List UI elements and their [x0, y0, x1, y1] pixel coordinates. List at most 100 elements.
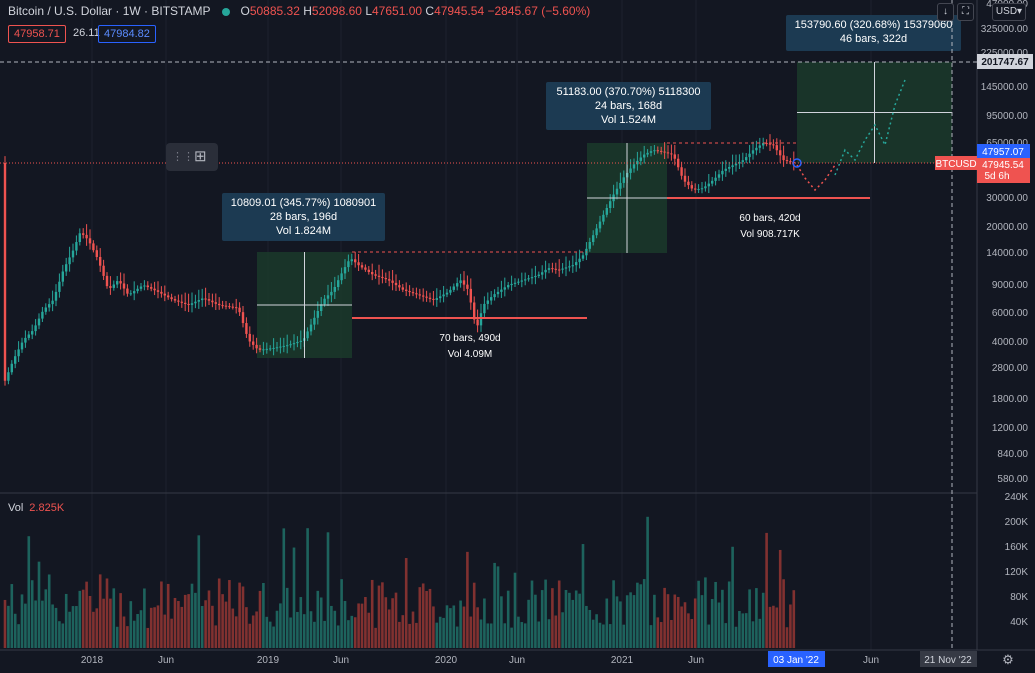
crosshair-price-label: 47957.07 [982, 147, 1024, 158]
volume-bar [333, 610, 337, 648]
scroll-down-button[interactable]: ↓ [937, 3, 954, 21]
volume-bar [568, 592, 571, 648]
volume-bar [364, 597, 367, 648]
price-tick: 30000.00 [986, 193, 1028, 204]
candle [765, 143, 768, 145]
volume-bar [360, 603, 364, 648]
time-tick: 2021 [611, 655, 634, 666]
drawing-toolbar[interactable]: ⋮⋮ ⊞ [166, 143, 218, 171]
candle [707, 183, 710, 187]
candle [422, 295, 425, 297]
measure-label-box [546, 82, 711, 130]
candle [235, 307, 238, 309]
volume-bar [591, 619, 595, 648]
volume-bar [659, 622, 663, 648]
volume-bar [615, 596, 619, 648]
last-price-symbol: BTCUSD [935, 159, 976, 170]
volume-bar [10, 584, 14, 648]
volume-bar [486, 623, 490, 648]
volume-bar [24, 603, 27, 648]
last-price-label: 47945.54 [982, 160, 1024, 171]
candles [3, 134, 795, 386]
volume-bar [34, 600, 37, 648]
candle [364, 267, 367, 270]
candle [741, 160, 744, 162]
candle [238, 307, 241, 313]
candle [187, 303, 190, 305]
candle [177, 300, 180, 302]
volume-bar [455, 626, 459, 648]
volume-bar [173, 597, 177, 648]
currency-selector[interactable]: USD▾ [992, 3, 1026, 21]
candle [639, 157, 642, 161]
volume-bar [54, 607, 58, 648]
volume-bar [190, 583, 194, 648]
volume-bar [347, 620, 350, 648]
price-tick: 65000.00 [986, 138, 1028, 149]
candle [340, 273, 343, 281]
candle [469, 288, 472, 303]
volume-bar [177, 601, 180, 648]
volume-bar [374, 627, 377, 648]
price-tick: 95000.00 [986, 111, 1028, 122]
candle [694, 188, 697, 190]
symbol-header: Bitcoin / U.S. Dollar · 1W · BITSTAMP O50… [8, 4, 591, 18]
gear-icon[interactable]: ⚙ [1002, 652, 1014, 667]
candle [371, 272, 374, 275]
correction-text: 60 bars, 420d [739, 213, 800, 224]
candle [190, 303, 194, 305]
candle [537, 274, 540, 276]
high-value: 52098.60 [311, 4, 362, 18]
object-tree-icon[interactable]: ⊞ [194, 148, 207, 165]
measure-text: 153790.60 (320.68%) 15379060 [795, 19, 953, 31]
candle [292, 343, 296, 345]
volume-bar [428, 588, 432, 648]
volume-bar [493, 562, 496, 648]
drag-handle-icon[interactable]: ⋮⋮ [172, 151, 194, 163]
candle [289, 344, 292, 346]
volume-bar [102, 598, 105, 648]
volume-bar [282, 528, 286, 648]
candle [119, 281, 122, 284]
volume-bar [544, 579, 547, 648]
volume-bar [3, 599, 7, 648]
volume-bar [136, 614, 139, 648]
candle [214, 302, 217, 304]
candle [347, 261, 350, 268]
candle [789, 161, 792, 163]
volume-bar [578, 593, 581, 648]
candle [323, 298, 326, 305]
ask-price[interactable]: 47984.82 [98, 25, 156, 43]
fullscreen-button[interactable]: ⛶ [957, 3, 974, 21]
volume-bar [551, 588, 554, 648]
volume-bar [401, 615, 405, 648]
volume-bar [326, 532, 330, 648]
volume-bar [697, 580, 700, 648]
volume-bar [353, 617, 357, 648]
candle [221, 305, 224, 307]
close-value: 47945.54 [434, 4, 485, 18]
candle [173, 299, 177, 301]
candle [65, 264, 68, 272]
volume-bar [680, 606, 683, 648]
candle [248, 333, 251, 342]
volume-bar [574, 590, 578, 648]
volume-bar [721, 589, 724, 648]
volume-bar [479, 619, 483, 648]
candle [510, 283, 513, 286]
volume-bar [370, 579, 374, 648]
bid-price[interactable]: 47958.71 [8, 25, 66, 43]
candle [619, 182, 622, 189]
candle [282, 345, 285, 347]
volume-bar [782, 579, 785, 648]
candle [432, 298, 435, 300]
price-tick: 4000.00 [992, 337, 1029, 348]
volume-bar [13, 613, 17, 648]
low-value: 47651.00 [372, 4, 423, 18]
price-tick: 2800.00 [992, 363, 1029, 374]
volume-bar [262, 582, 265, 648]
symbol-title[interactable]: Bitcoin / U.S. Dollar · 1W · BITSTAMP [8, 4, 211, 18]
candle [592, 235, 595, 242]
candle [425, 296, 428, 298]
